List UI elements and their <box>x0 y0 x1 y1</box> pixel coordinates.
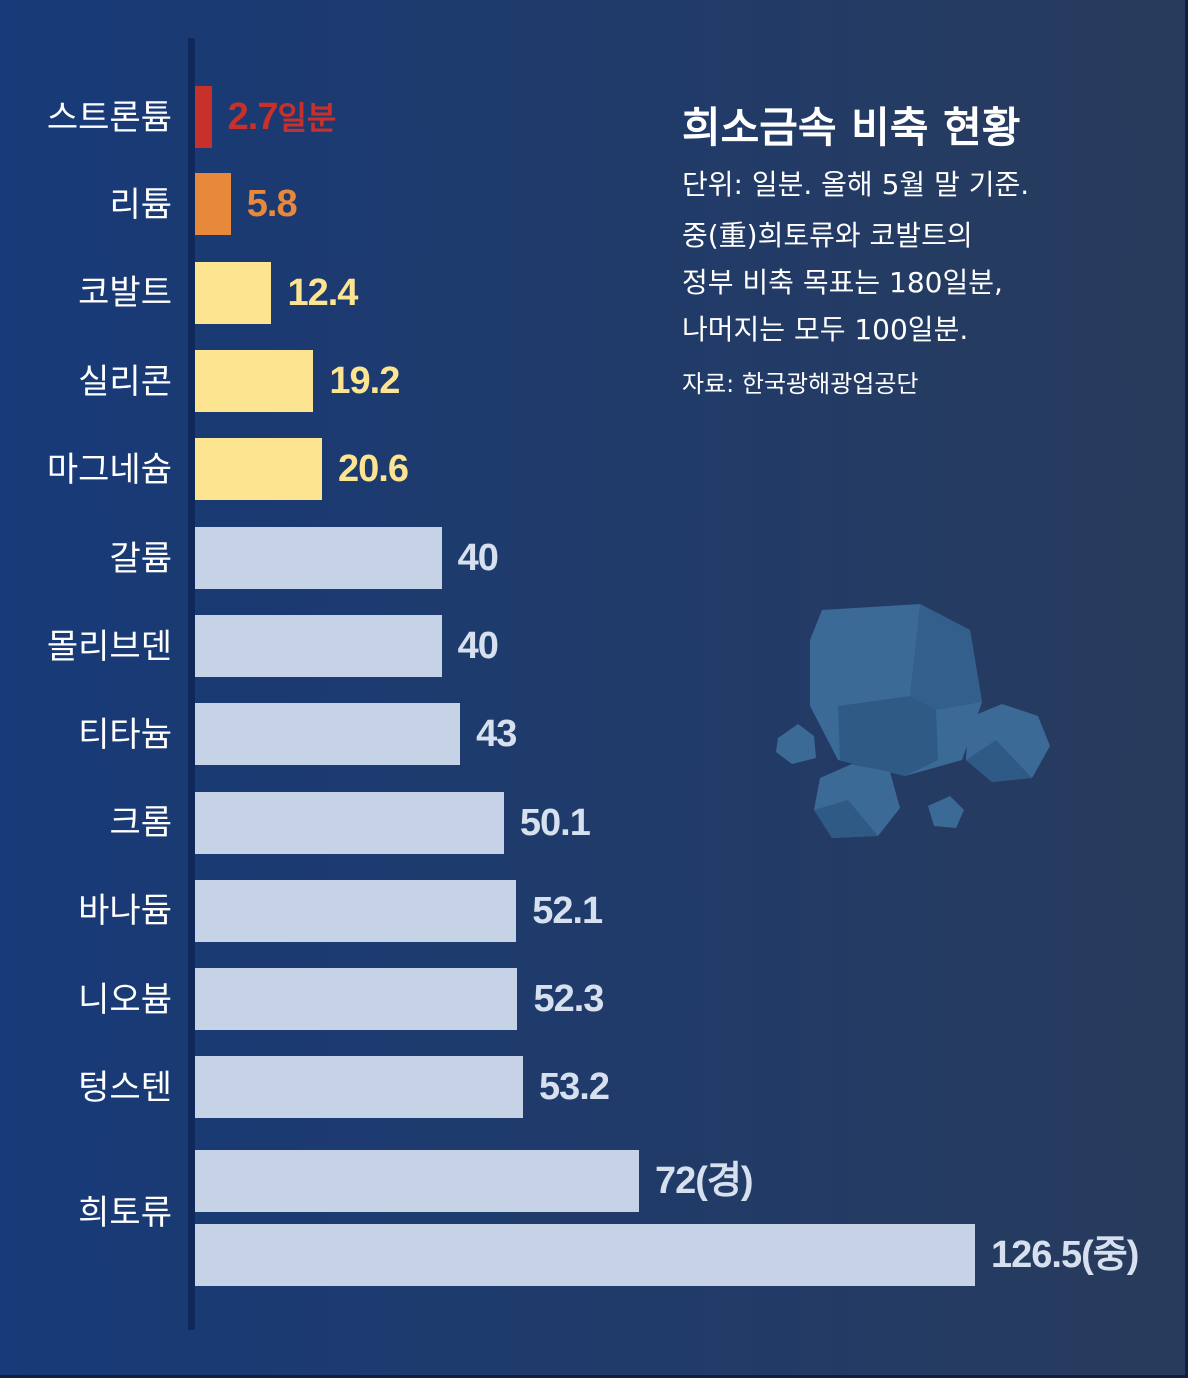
category-label-4: 실리콘 <box>78 362 172 402</box>
bar-10 <box>195 880 517 942</box>
note-line-3: 정부 비축 목표는 180일분, <box>682 266 1003 299</box>
value-label-12: 53.2 <box>539 1066 610 1108</box>
category-label-13: 희토류 <box>78 1193 172 1233</box>
bar-7 <box>195 615 442 677</box>
value-label-4: 19.2 <box>329 360 400 402</box>
axis-line <box>188 38 195 1330</box>
category-label-10: 바나듐 <box>78 891 172 931</box>
value-label-1: 2.7일분 <box>227 96 337 138</box>
value-label-10: 52.1 <box>532 890 603 932</box>
bar-14 <box>195 1224 975 1286</box>
bar-2 <box>195 173 231 235</box>
bar-12 <box>195 1056 524 1118</box>
category-label-5: 마그네슘 <box>46 450 172 490</box>
category-label-6: 갈륨 <box>109 539 172 579</box>
bar-1 <box>195 86 212 148</box>
category-label-7: 몰리브덴 <box>46 627 172 667</box>
category-label-12: 텅스텐 <box>78 1068 172 1108</box>
bar-3 <box>195 262 272 324</box>
category-label-2: 리튬 <box>109 185 172 225</box>
bar-4 <box>195 350 314 412</box>
value-label-2: 5.8 <box>246 183 298 225</box>
category-label-11: 니오븀 <box>78 980 172 1020</box>
value-label-8: 43 <box>476 713 517 755</box>
value-label-13: 72(경) <box>654 1160 754 1202</box>
value-label-11: 52.3 <box>533 978 604 1020</box>
rocks-icon <box>776 604 1050 838</box>
note-line-2: 중(重)희토류와 코발트의 <box>682 219 973 252</box>
chart-title: 희소금속 비축 현황 <box>682 103 1021 152</box>
note-line-1: 단위: 일분. 올해 5월 말 기준. <box>682 168 1030 201</box>
value-unit-suffix: 일분 <box>277 99 337 137</box>
bar-8 <box>195 703 461 765</box>
bar-11 <box>195 968 518 1030</box>
bar-13 <box>195 1150 639 1212</box>
value-label-3: 12.4 <box>287 272 358 314</box>
value-label-14: 126.5(중) <box>991 1234 1139 1276</box>
category-label-3: 코발트 <box>78 273 172 313</box>
bar-6 <box>195 527 442 589</box>
bar-5 <box>195 438 323 500</box>
category-label-9: 크롬 <box>109 803 172 843</box>
category-label-1: 스트론튬 <box>46 98 172 138</box>
source-note: 자료: 한국광해광업공단 <box>682 370 919 398</box>
category-label-8: 티타늄 <box>78 715 172 755</box>
value-label-5: 20.6 <box>338 448 409 490</box>
value-label-7: 40 <box>457 625 499 667</box>
value-label-6: 40 <box>457 537 499 579</box>
note-line-4: 나머지는 모두 100일분. <box>682 313 969 346</box>
bar-9 <box>195 792 504 854</box>
value-label-9: 50.1 <box>519 802 591 844</box>
